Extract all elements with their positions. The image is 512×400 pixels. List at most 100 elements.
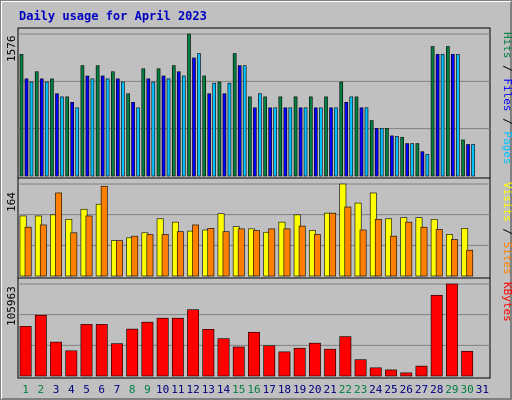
bar-hits-day-15 [232,53,237,177]
day-label-12: 12 [186,383,199,396]
bar-kbytes-day-18 [278,351,291,377]
bar-kbytes-day-11 [171,317,184,377]
bar-kbytes-day-16 [248,331,260,377]
day-label-2: 2 [38,383,45,396]
legend-pages: Pages [501,131,512,164]
bar-kbytes-day-21 [324,348,337,377]
bar-pages-day-19 [303,107,308,177]
bar-sites-day-29 [451,239,458,277]
day-label-26: 26 [400,383,413,396]
bar-sites-day-6 [100,185,108,277]
bar-hits-day-26 [400,136,404,177]
bar-sites-day-5 [85,215,93,277]
day-label-4: 4 [68,383,75,396]
bar-pages-day-14 [227,82,232,177]
bar-hits-day-21 [324,96,328,177]
day-label-25: 25 [384,383,397,396]
bar-pages-day-9 [151,81,156,177]
y-max-label: 1576 [5,36,18,63]
bar-files-day-21 [329,107,333,177]
bar-pages-day-22 [349,96,354,177]
day-label-11: 11 [171,383,184,396]
bar-files-day-20 [313,107,318,177]
bar-kbytes-day-14 [217,338,230,377]
bar-sites-day-12 [192,224,200,277]
bar-pages-day-3 [60,96,64,177]
bar-sites-day-17 [268,228,276,277]
legend-separator: / [501,59,512,79]
bar-pages-day-21 [334,107,338,177]
bar-files-day-29 [451,54,455,177]
bar-pages-day-10 [166,78,171,177]
bar-hits-day-22 [339,81,344,177]
bar-kbytes-day-9 [141,321,154,377]
bar-pages-day-17 [273,107,277,177]
bar-kbytes-day-8 [126,328,139,377]
bar-kbytes-day-4 [65,350,78,377]
bar-hits-day-6 [95,65,100,177]
bar-kbytes-day-10 [156,317,169,377]
bar-pages-day-4 [75,107,79,177]
legend-panel-3: KBytes [501,282,512,322]
day-label-21: 21 [324,383,337,396]
bar-files-day-30 [466,144,470,177]
bar-hits-day-1 [19,54,24,177]
day-label-9: 9 [144,383,151,396]
bar-files-day-18 [283,107,288,177]
bar-files-day-5 [85,75,90,177]
bar-hits-day-13 [202,75,207,177]
bar-pages-day-28 [440,54,445,177]
bar-kbytes-day-20 [308,342,321,377]
bar-pages-day-7 [121,81,125,177]
bar-pages-day-24 [379,128,384,177]
day-label-20: 20 [308,383,321,396]
bar-sites-day-13 [207,228,215,277]
bar-hits-day-23 [354,96,359,177]
day-label-16: 16 [247,383,260,396]
bar-pages-day-30 [471,144,475,177]
bar-files-day-13 [207,93,212,177]
chart-title: Daily usage for April 2023 [19,9,207,23]
day-label-7: 7 [114,383,121,396]
bar-sites-day-19 [298,225,306,277]
bar-sites-day-18 [283,228,291,277]
bar-sites-day-16 [253,230,260,277]
bar-sites-day-1 [24,226,32,277]
bar-sites-day-10 [161,234,169,277]
bar-files-day-15 [237,65,242,177]
bar-kbytes-day-28 [430,294,443,377]
bar-hits-day-14 [217,81,222,177]
bar-sites-day-8 [131,235,139,277]
bar-pages-day-12 [197,53,201,177]
bar-kbytes-day-24 [369,367,382,377]
bar-hits-day-16 [248,96,252,177]
bar-files-day-16 [253,107,257,177]
bar-pages-day-18 [288,107,293,177]
bar-kbytes-day-1 [19,326,32,377]
legend-kbytes: KBytes [501,282,512,322]
day-label-6: 6 [98,383,105,396]
bar-pages-day-27 [425,154,430,177]
bar-files-day-22 [344,101,349,177]
day-label-22: 22 [339,383,352,396]
bar-hits-day-30 [461,139,465,177]
bar-hits-day-11 [171,65,176,177]
bar-hits-day-7 [111,71,115,177]
day-label-18: 18 [278,383,291,396]
bar-sites-day-9 [146,234,154,277]
bar-files-day-4 [70,101,74,177]
bar-hits-day-9 [141,68,146,177]
bar-sites-day-4 [70,232,78,277]
bar-sites-day-15 [237,228,245,277]
bar-pages-day-6 [105,78,110,177]
bar-kbytes-day-29 [446,283,458,377]
bar-files-day-11 [176,71,181,177]
bar-pages-day-26 [410,143,414,177]
bar-files-day-6 [100,75,105,177]
bar-files-day-10 [161,75,166,177]
bar-pages-day-8 [136,107,140,177]
bar-sites-day-25 [390,235,397,277]
bar-files-day-27 [420,151,425,177]
bar-pages-day-5 [90,78,95,177]
